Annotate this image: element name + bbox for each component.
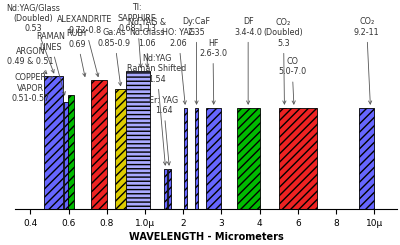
Text: CO₂
9.2-11: CO₂ 9.2-11 <box>354 17 380 104</box>
Text: RAMAN
LINES: RAMAN LINES <box>36 32 65 95</box>
Text: Ga:As
0.85-0.9: Ga:As 0.85-0.9 <box>98 28 131 86</box>
Bar <box>237 108 260 209</box>
Text: Nd:YAG/Glass
(Doubled)
0.53: Nd:YAG/Glass (Doubled) 0.53 <box>6 3 60 73</box>
X-axis label: WAVELENGTH - Micrometers: WAVELENGTH - Micrometers <box>129 232 284 242</box>
Bar <box>44 76 63 209</box>
Bar <box>92 80 107 209</box>
Bar <box>64 102 68 209</box>
Bar <box>168 169 171 209</box>
Text: COPPER
VAPOR
0.51-0.57: COPPER VAPOR 0.51-0.57 <box>11 74 52 103</box>
Text: CO
5.0-7.0: CO 5.0-7.0 <box>278 57 306 104</box>
Text: ARGON
0.49 & 0.51: ARGON 0.49 & 0.51 <box>7 47 54 74</box>
Bar <box>126 71 150 209</box>
Bar <box>279 108 317 209</box>
Bar <box>68 95 74 209</box>
Text: Er: YAG
1.64: Er: YAG 1.64 <box>149 96 178 165</box>
Text: Dy:CaF
2.35: Dy:CaF 2.35 <box>182 17 210 104</box>
Bar <box>164 169 167 209</box>
Text: DF
3.4-4.0: DF 3.4-4.0 <box>234 17 262 104</box>
Text: HF
2.6-3.0: HF 2.6-3.0 <box>199 38 227 104</box>
Text: CO₂
(Doubled)
5.3: CO₂ (Doubled) 5.3 <box>264 18 303 104</box>
Text: Nd:YAG
Raman Shifted
1.54: Nd:YAG Raman Shifted 1.54 <box>127 54 186 165</box>
Bar <box>195 108 198 209</box>
Bar <box>115 89 127 209</box>
Text: TI:
SAPPHIRE
0.68-1.13: TI: SAPPHIRE 0.68-1.13 <box>118 3 157 67</box>
Bar <box>359 108 374 209</box>
Text: Nd:YAG &
Nd:Glass
1.06: Nd:YAG & Nd:Glass 1.06 <box>128 18 166 67</box>
Bar <box>206 108 221 209</box>
Text: ALEXANDRITE
0.72-0.8: ALEXANDRITE 0.72-0.8 <box>57 15 112 76</box>
Bar <box>184 108 187 209</box>
Bar <box>282 108 286 209</box>
Text: HO: YAG
2.06: HO: YAG 2.06 <box>162 28 195 104</box>
Text: RUBY
0.69: RUBY 0.69 <box>66 29 88 76</box>
